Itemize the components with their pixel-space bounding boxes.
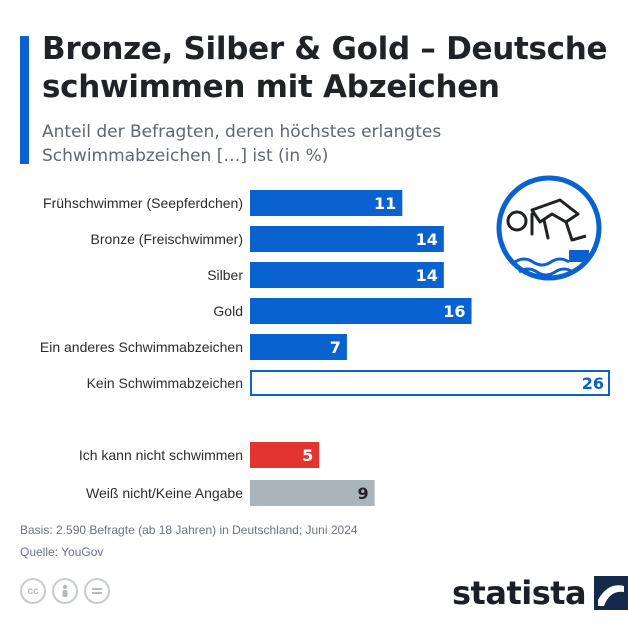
basis-note: Basis: 2.590 Befragte (ab 18 Jahren) in … <box>20 523 358 537</box>
value-label: 16 <box>443 302 465 321</box>
license-icons: cc <box>20 578 110 604</box>
bar <box>250 334 347 360</box>
title-accent-bar <box>20 36 29 164</box>
value-label: 14 <box>416 266 438 285</box>
source-note: Quelle: YouGov <box>20 545 104 559</box>
category-label: Weiß nicht/Keine Angabe <box>86 485 243 501</box>
bar <box>250 190 403 216</box>
statista-logo[interactable]: statista <box>452 574 628 612</box>
category-label: Gold <box>213 303 243 319</box>
bar <box>250 298 472 324</box>
brand-name: statista <box>452 574 587 612</box>
value-label: 11 <box>374 194 396 213</box>
chart-subtitle: Anteil der Befragten, deren höchstes erl… <box>42 122 442 166</box>
value-label: 9 <box>357 484 368 503</box>
category-label: Ich kann nicht schwimmen <box>79 447 243 463</box>
bar <box>250 226 444 252</box>
value-label: 14 <box>416 230 438 249</box>
value-label: 7 <box>330 338 341 357</box>
bar <box>250 370 610 396</box>
value-label: 5 <box>302 446 313 465</box>
category-label: Silber <box>207 267 243 283</box>
category-label: Kein Schwimmabzeichen <box>87 375 243 391</box>
by-icon[interactable] <box>52 578 78 604</box>
chart-title: Bronze, Silber & Gold – Deutsche schwimm… <box>42 31 608 105</box>
category-label: Bronze (Freischwimmer) <box>91 231 243 247</box>
cc-icon[interactable]: cc <box>20 578 46 604</box>
statista-logo-icon <box>594 576 628 610</box>
value-label: 26 <box>582 374 604 393</box>
category-label: Ein anderes Schwimmabzeichen <box>40 339 243 355</box>
bar <box>250 480 375 506</box>
nd-icon[interactable] <box>84 578 110 604</box>
category-label: Frühschwimmer (Seepferdchen) <box>43 195 243 211</box>
bar <box>250 262 444 288</box>
bar <box>250 442 320 468</box>
